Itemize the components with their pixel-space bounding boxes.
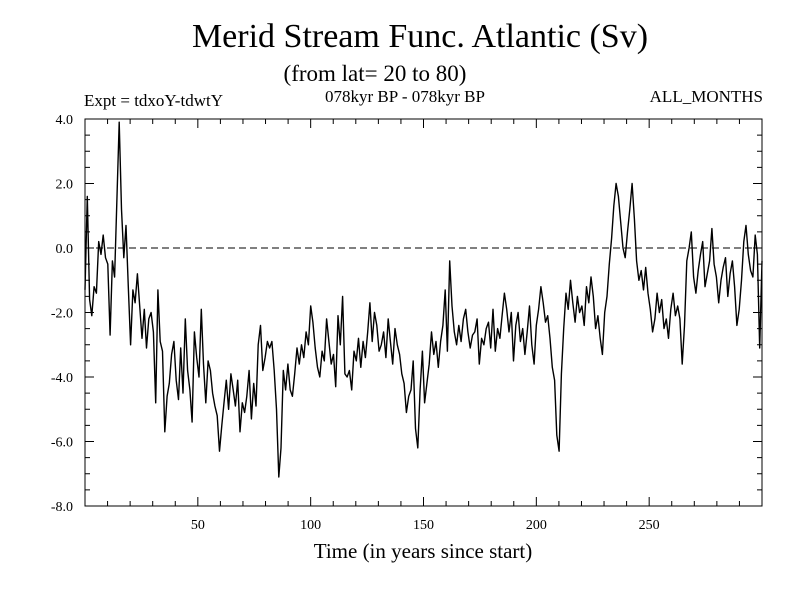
y-tick-label: 2.0 bbox=[56, 178, 74, 193]
chart-subtitle: (from lat= 20 to 80) bbox=[283, 61, 467, 86]
months-label: ALL_MONTHS bbox=[649, 87, 763, 106]
series-line bbox=[84, 121, 763, 478]
x-tick-label: 50 bbox=[191, 518, 205, 533]
x-tick-label: 200 bbox=[526, 518, 547, 533]
y-tick-label: -4.0 bbox=[51, 371, 73, 386]
x-tick-label: 100 bbox=[300, 518, 321, 533]
y-tick-label: 4.0 bbox=[56, 113, 74, 128]
x-tick-label: 250 bbox=[639, 518, 660, 533]
plot-frame bbox=[84, 118, 763, 507]
y-tick-label: 0.0 bbox=[56, 242, 74, 257]
period-label: 078kyr BP - 078kyr BP bbox=[325, 87, 485, 106]
y-tick-label: -8.0 bbox=[51, 500, 73, 515]
chart-title: Merid Stream Func. Atlantic (Sv) bbox=[191, 18, 649, 55]
experiment-label: Expt = tdxoY-tdwtY bbox=[84, 91, 223, 110]
x-axis-label: Time (in years since start) bbox=[313, 539, 533, 563]
y-tick-label: -6.0 bbox=[51, 436, 73, 451]
y-tick-label: -2.0 bbox=[51, 307, 73, 322]
x-tick-label: 150 bbox=[413, 518, 434, 533]
